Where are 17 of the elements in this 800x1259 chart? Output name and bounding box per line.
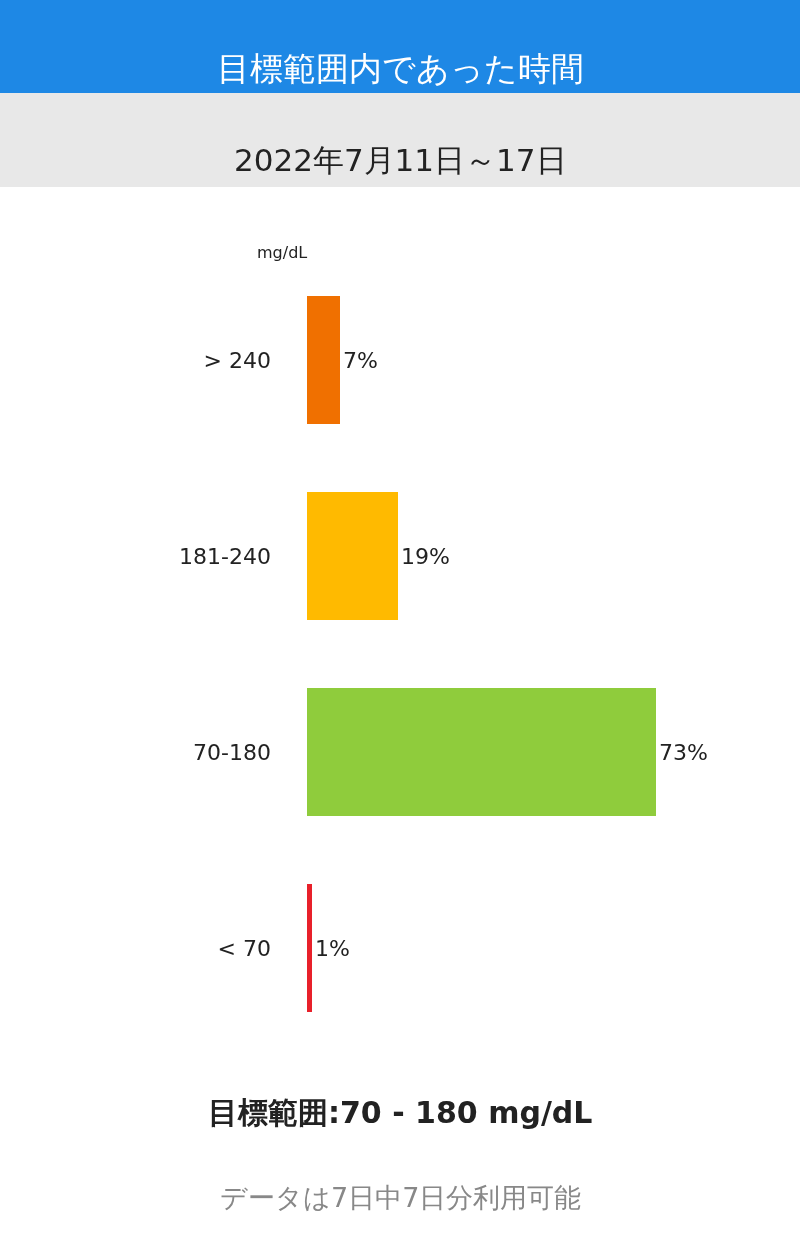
bar — [307, 492, 398, 620]
y-axis-title: mg/dL — [257, 243, 308, 262]
chart-title: 目標範囲内であった時間 — [217, 49, 584, 88]
y-tick-label: > 240 — [203, 347, 271, 373]
text: 目標範囲:70 - 180 mg/dL — [208, 1095, 593, 1130]
data-label: 7% — [343, 347, 378, 373]
y-tick-label: 70-180 — [193, 739, 271, 765]
data-label: 73% — [659, 739, 708, 765]
y-tick-label: < 70 — [217, 935, 271, 961]
chart-subtitle: 2022年7月11日～17日 — [234, 142, 567, 178]
bar — [307, 296, 340, 424]
data-label: 19% — [401, 543, 450, 569]
bar — [307, 688, 656, 816]
y-tick-label: 181-240 — [179, 543, 271, 569]
bar — [307, 884, 312, 1012]
text: データは7日中7日分利用可能 — [220, 1182, 582, 1213]
data-label: 1% — [315, 935, 350, 961]
